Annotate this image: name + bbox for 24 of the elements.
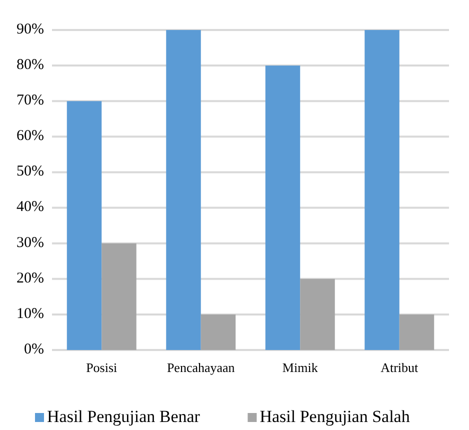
- y-tick-label: 60%: [16, 128, 44, 144]
- x-tick-label: Posisi: [86, 360, 118, 375]
- y-tick-label: 40%: [16, 199, 44, 216]
- y-tick-label: 10%: [16, 306, 44, 322]
- bar: [300, 278, 335, 350]
- bar: [265, 66, 300, 350]
- y-tick-label: 90%: [16, 21, 44, 38]
- bar: [399, 314, 434, 350]
- x-tick-label: Atribut: [380, 360, 419, 375]
- y-tick-label: 80%: [16, 56, 44, 73]
- bar: [364, 30, 400, 350]
- bar: [166, 30, 201, 350]
- y-tick-label: 20%: [16, 270, 44, 286]
- x-tick-label: Mimik: [282, 360, 318, 375]
- y-tick-label: 50%: [16, 164, 44, 180]
- bar: [102, 243, 136, 350]
- bar: [200, 314, 236, 350]
- bar: [66, 101, 102, 350]
- x-tick-label: Pencahayaan: [166, 360, 236, 375]
- y-tick-label: 30%: [16, 234, 44, 251]
- y-tick-label: 0%: [24, 341, 44, 358]
- legend-label: Hasil Pengujian Benar: [47, 406, 200, 426]
- y-tick-label: 70%: [16, 92, 44, 109]
- legend-label: Hasil Pengujian Salah: [260, 406, 410, 426]
